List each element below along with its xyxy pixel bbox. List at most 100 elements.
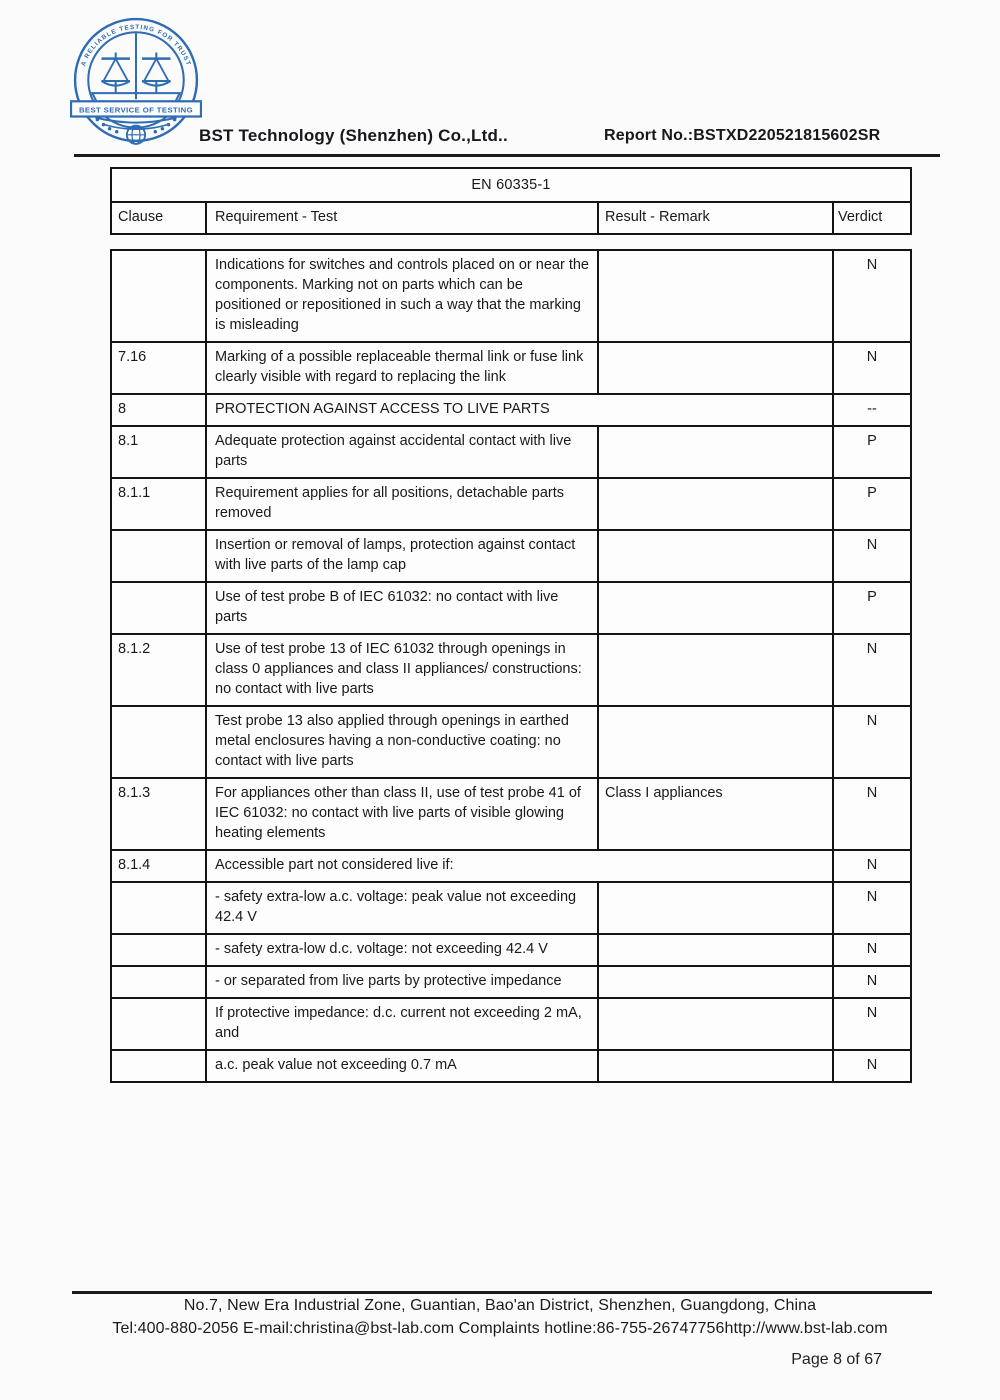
verdict-cell: N xyxy=(832,881,912,935)
result-cell xyxy=(597,633,834,707)
verdict-cell: N xyxy=(832,849,912,883)
verdict-cell: P xyxy=(832,425,912,479)
standard-title: EN 60335-1 xyxy=(109,167,913,203)
column-header-requirement: Requirement - Test xyxy=(205,201,599,235)
table-row: Use of test probe B of IEC 61032: no con… xyxy=(110,581,912,635)
table-row: 7.16 Marking of a possible replaceable th… xyxy=(110,341,912,395)
result-cell xyxy=(597,425,834,479)
verdict-cell: P xyxy=(832,477,912,531)
result-cell xyxy=(597,705,834,779)
table-row: - safety extra-low a.c. voltage: peak va… xyxy=(110,881,912,935)
footer-divider xyxy=(72,1291,932,1294)
clause-cell xyxy=(110,529,207,583)
verdict-cell: N xyxy=(832,965,912,999)
requirement-cell: PROTECTION AGAINST ACCESS TO LIVE PARTS xyxy=(205,393,834,427)
table-row: Indications for switches and controls pl… xyxy=(110,249,912,343)
balance-scale-right-icon xyxy=(141,52,172,94)
verdict-cell: P xyxy=(832,581,912,635)
requirement-cell: Use of test probe 13 of IEC 61032 throug… xyxy=(205,633,599,707)
requirement-cell: a.c. peak value not exceeding 0.7 mA xyxy=(205,1049,599,1083)
verdict-cell: N xyxy=(832,633,912,707)
clause-cell: 8.1.4 xyxy=(110,849,207,883)
requirement-cell: Indications for switches and controls pl… xyxy=(205,249,599,343)
clause-cell xyxy=(110,997,207,1051)
report-number: Report No.:BSTXD220521815602SR xyxy=(604,127,881,144)
table-row: - or separated from live parts by protec… xyxy=(110,965,912,999)
requirement-cell: Test probe 13 also applied through openi… xyxy=(205,705,599,779)
column-header-clause: Clause xyxy=(110,201,207,235)
company-name: BST Technology (Shenzhen) Co.,Ltd.. xyxy=(199,126,508,145)
result-cell xyxy=(597,965,834,999)
balance-scale-left-icon xyxy=(100,52,131,94)
footer-address: No.7, New Era Industrial Zone, Guantian,… xyxy=(183,1297,817,1314)
table-row: - safety extra-low d.c. voltage: not exc… xyxy=(110,933,912,967)
clause-cell xyxy=(110,249,207,343)
requirement-cell: Requirement applies for all positions, d… xyxy=(205,477,599,531)
header-divider xyxy=(74,154,940,157)
column-header-row: Clause Requirement - Test Result - Remar… xyxy=(110,201,913,235)
result-cell xyxy=(597,881,834,935)
result-cell xyxy=(597,341,834,395)
clause-cell xyxy=(110,1049,207,1083)
verdict-cell: N xyxy=(832,341,912,395)
column-header-result: Result - Remark xyxy=(597,201,834,235)
result-cell xyxy=(597,249,834,343)
standard-header-table: EN 60335-1 Clause Requirement - Test Res… xyxy=(109,167,913,235)
requirement-cell: Adequate protection against accidental c… xyxy=(205,425,599,479)
table-row: If protective impedance: d.c. current no… xyxy=(110,997,912,1051)
clause-cell xyxy=(110,965,207,999)
company-seal-logo: A RELIABLE TESTING FOR TRUST BEST SERVIC… xyxy=(70,17,202,145)
clause-cell: 8.1.1 xyxy=(110,477,207,531)
seal-inner-circle xyxy=(87,31,185,129)
table-row: Insertion or removal of lamps, protectio… xyxy=(110,529,912,583)
table-row: Test probe 13 also applied through openi… xyxy=(110,705,912,779)
column-header-verdict: Verdict xyxy=(831,201,913,235)
result-cell xyxy=(597,1049,834,1083)
requirement-cell: - safety extra-low a.c. voltage: peak va… xyxy=(205,881,599,935)
table-row: 8.1.1 Requirement applies for all positio… xyxy=(110,477,912,531)
table-row: a.c. peak value not exceeding 0.7 mA N xyxy=(110,1049,912,1083)
verdict-cell: N xyxy=(832,997,912,1051)
table-row: 8.1.3 For appliances other than class II,… xyxy=(110,777,912,851)
requirement-cell: If protective impedance: d.c. current no… xyxy=(205,997,599,1051)
clause-cell: 8.1.3 xyxy=(110,777,207,851)
clause-cell: 8.1 xyxy=(110,425,207,479)
seal-outer-circle xyxy=(73,17,199,143)
result-cell xyxy=(597,477,834,531)
requirements-table: Indications for switches and controls pl… xyxy=(110,249,912,1083)
requirement-cell: Use of test probe B of IEC 61032: no con… xyxy=(205,581,599,635)
verdict-cell: N xyxy=(832,1049,912,1083)
table-row: 8.1.2 Use of test probe 13 of IEC 61032 t… xyxy=(110,633,912,707)
clause-cell: 8 xyxy=(110,393,207,427)
requirement-cell: - or separated from live parts by protec… xyxy=(205,965,599,999)
result-cell xyxy=(597,997,834,1051)
seal-banner-text: BEST SERVICE OF TESTING xyxy=(79,105,193,114)
result-cell xyxy=(597,529,834,583)
table-row: 8.1 Adequate protection against accidenta… xyxy=(110,425,912,479)
requirements-table-body: Indications for switches and controls pl… xyxy=(110,249,912,1083)
requirement-cell: Marking of a possible replaceable therma… xyxy=(205,341,599,395)
standard-title-row: EN 60335-1 xyxy=(109,167,913,203)
clause-cell: 8.1.2 xyxy=(110,633,207,707)
verdict-cell: N xyxy=(832,529,912,583)
verdict-cell: N xyxy=(832,777,912,851)
clause-cell xyxy=(110,705,207,779)
result-cell xyxy=(597,933,834,967)
requirement-cell: Accessible part not considered live if: xyxy=(205,849,834,883)
result-cell xyxy=(597,581,834,635)
footer-contact: Tel:400-880-2056 E-mail:christina@bst-la… xyxy=(112,1320,888,1337)
seal-banner: BEST SERVICE OF TESTING xyxy=(70,100,202,118)
requirement-cell: Insertion or removal of lamps, protectio… xyxy=(205,529,599,583)
page-number: Page 8 of 67 xyxy=(791,1351,882,1368)
clause-cell xyxy=(110,933,207,967)
verdict-cell: N xyxy=(832,933,912,967)
clause-cell: 7.16 xyxy=(110,341,207,395)
table-row: 8 PROTECTION AGAINST ACCESS TO LIVE PARTS… xyxy=(110,393,912,427)
verdict-cell: N xyxy=(832,249,912,343)
requirement-cell: For appliances other than class II, use … xyxy=(205,777,599,851)
result-cell: Class I appliances xyxy=(597,777,834,851)
table-row: 8.1.4 Accessible part not considered live… xyxy=(110,849,912,883)
verdict-cell: N xyxy=(832,705,912,779)
verdict-cell: -- xyxy=(832,393,912,427)
